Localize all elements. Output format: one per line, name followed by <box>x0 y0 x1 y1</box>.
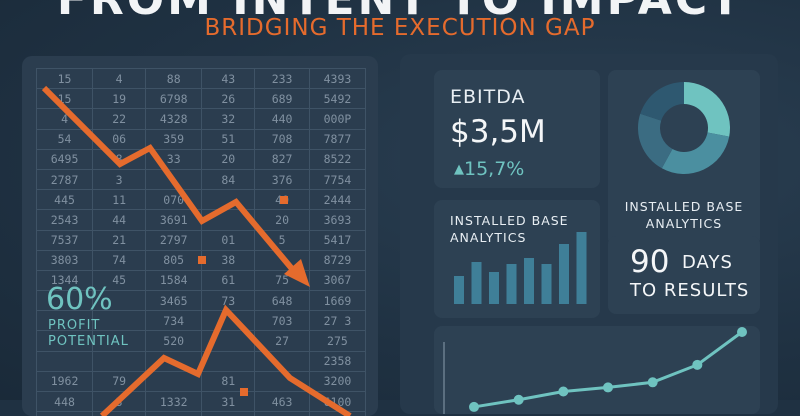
bar <box>489 272 499 304</box>
table-cell: 445 <box>35 189 94 211</box>
ebitda-change-value: 15,7% <box>464 158 525 180</box>
bar <box>524 258 534 304</box>
table-cell: 6798 <box>145 88 203 110</box>
table-row: 2787 3 84 376 7754 <box>35 168 367 191</box>
bar <box>506 264 517 304</box>
data-dot <box>280 196 288 204</box>
table-cell: 32 <box>201 108 256 130</box>
table-cell: 3200 <box>308 370 367 393</box>
donut-card: INSTALLED BASE ANALYTICS <box>608 70 760 246</box>
table-cell: 2787 <box>35 168 94 191</box>
ebitda-card: EBITDA $3,5M ▲15,7% <box>434 70 600 188</box>
donut-chart <box>638 82 730 174</box>
page-title: FROM INTENT TO IMPACT <box>0 0 800 25</box>
days-subtitle: TO RESULTS <box>630 280 750 301</box>
line-point <box>737 327 747 337</box>
line-card <box>434 326 760 414</box>
table-cell: 648 <box>254 290 310 312</box>
bar-card-label: INSTALLED BASE ANALYTICS <box>450 213 569 245</box>
table-row: 3803 74 805 38 8729 <box>35 249 367 271</box>
table-row: 15 19 6798 26 689 5492 <box>35 88 367 110</box>
table-row: 520 27 275 <box>35 330 367 352</box>
decline-chart <box>41 85 352 416</box>
line-point <box>692 359 703 370</box>
line-point <box>558 386 569 397</box>
donut-slice <box>661 132 730 174</box>
page-subtitle: BRIDGING THE EXECUTION GAP <box>204 15 596 41</box>
table-cell: 45 <box>92 269 147 292</box>
bar <box>541 264 552 304</box>
table-cell: 2543 <box>35 209 94 231</box>
table-cell: 5492 <box>308 88 367 110</box>
bar <box>559 244 569 304</box>
table-row: 2543 44 3691 20 3693 <box>35 209 367 231</box>
line-point <box>647 377 658 388</box>
table-cell: 8729 <box>308 249 367 271</box>
bar-card: INSTALLED BASE ANALYTICS <box>434 200 600 318</box>
days-number: 90 <box>630 244 670 280</box>
triangle-up-icon: ▲ <box>454 162 464 177</box>
table-cell: 3 <box>92 168 147 191</box>
table-cell: 43 <box>201 67 256 90</box>
table-cell: 2797 <box>145 229 203 251</box>
ebitda-title: EBITDA <box>450 86 526 108</box>
decline-arrow-line-upper <box>41 85 301 278</box>
line-series <box>473 330 743 409</box>
table-cell: 5417 <box>308 229 367 251</box>
line-chart <box>443 327 747 414</box>
table-cell: 11 <box>92 189 147 211</box>
line-point <box>469 401 479 412</box>
table-cell: 6495 <box>35 148 94 170</box>
ebitda-change-row: ▲15,7% <box>454 158 524 180</box>
table-row: 2358 <box>35 350 367 372</box>
table-cell: 8522 <box>308 148 367 170</box>
days-card: 90 DAYS TO RESULTS <box>608 236 760 314</box>
table-cell: 4328 <box>145 108 203 130</box>
bar <box>471 262 482 304</box>
table-cell: 440 <box>254 108 310 130</box>
data-dot <box>240 388 248 396</box>
bar-chart <box>454 232 587 304</box>
table-row: 15 4 88 43 233 4393 <box>35 67 367 90</box>
table-cell: 827 <box>254 148 310 170</box>
bar <box>454 276 464 304</box>
donut-label: INSTALLED BASE ANALYTICS <box>624 199 744 231</box>
ebitda-value: $3,5M <box>450 114 546 150</box>
bar <box>576 232 587 304</box>
decline-arrow-line-lower <box>99 304 352 416</box>
table-cell: 2358 <box>308 350 367 372</box>
table-cell: 20 <box>201 148 256 170</box>
profit-label: PROFIT POTENTIAL <box>48 318 129 349</box>
arrowhead-icon <box>284 259 310 287</box>
table-cell: 15 <box>35 67 94 90</box>
line-point <box>603 382 613 393</box>
data-dot <box>198 256 206 264</box>
table-row: 54 06 359 51 708 7877 <box>35 128 367 150</box>
donut-slice <box>638 113 673 169</box>
table-cell: 1669 <box>308 290 367 312</box>
table-cell: 3691 <box>145 209 203 231</box>
dashboard-panel: EBITDA $3,5M ▲15,7% INSTALLED BASE ANALY… <box>400 54 778 414</box>
profit-percent: 60% <box>46 282 113 317</box>
table-cell: 19 <box>92 88 147 110</box>
table-cell: 27 3 <box>308 310 367 332</box>
days-unit: DAYS <box>682 252 733 273</box>
donut-slice <box>640 82 684 121</box>
donut-slice <box>684 82 730 137</box>
table-cell: 703 <box>254 310 310 332</box>
table-cell: 7877 <box>308 128 367 150</box>
spreadsheet-panel: 15 4 88 43 233 4393 15 19 6798 26 689 5492 4 22 4328 32… <box>22 56 378 416</box>
